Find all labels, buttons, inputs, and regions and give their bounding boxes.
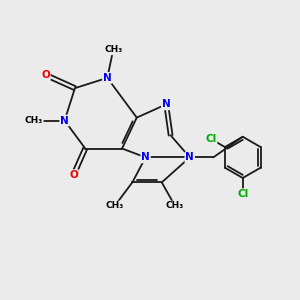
Text: O: O xyxy=(69,170,78,180)
Text: CH₃: CH₃ xyxy=(25,116,43,125)
Text: N: N xyxy=(103,73,112,83)
Text: CH₃: CH₃ xyxy=(106,201,124,210)
Text: N: N xyxy=(185,152,194,162)
Text: N: N xyxy=(162,99,171,110)
Text: N: N xyxy=(60,116,69,126)
Text: O: O xyxy=(41,70,50,80)
Text: CH₃: CH₃ xyxy=(104,45,122,54)
Text: N: N xyxy=(141,152,150,162)
Text: CH₃: CH₃ xyxy=(166,201,184,210)
Text: Cl: Cl xyxy=(237,189,248,199)
Text: Cl: Cl xyxy=(205,134,217,144)
